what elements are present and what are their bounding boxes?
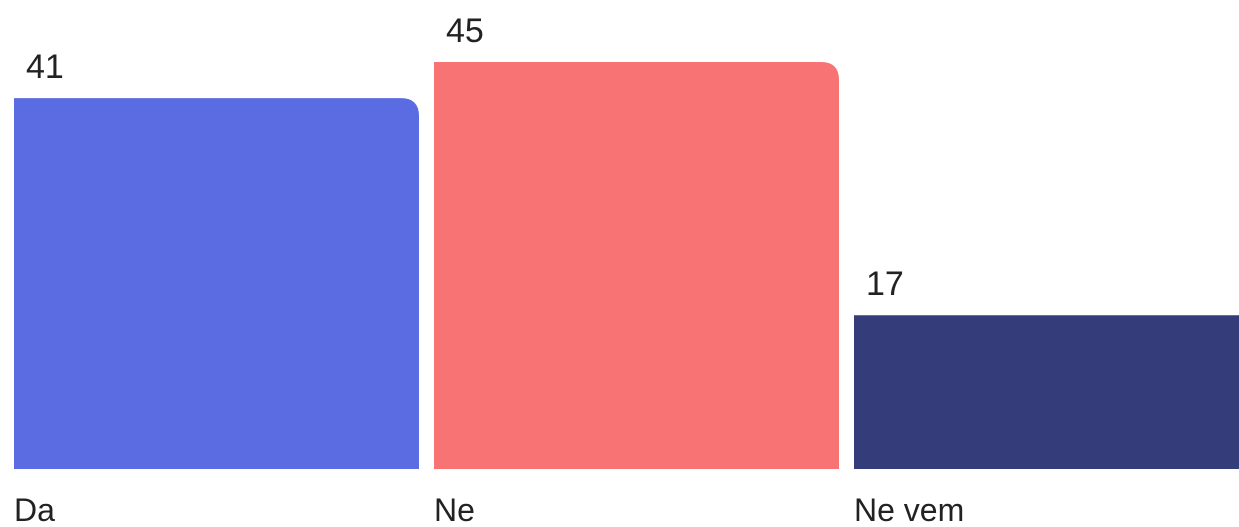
value-label-da: 41 (26, 48, 64, 86)
value-labels-group: 41 45 17 (26, 12, 904, 303)
category-label-ne: Ne (434, 492, 475, 527)
bars-group (14, 62, 1239, 469)
category-label-da: Da (14, 492, 55, 527)
category-label-ne-vem: Ne vem (854, 492, 964, 527)
bar-da (14, 98, 419, 469)
value-label-ne: 45 (446, 12, 484, 50)
bar-ne-vem (854, 315, 1239, 469)
category-labels-group: Da Ne Ne vem (14, 492, 964, 527)
value-label-ne-vem: 17 (866, 265, 904, 303)
bar-ne (434, 62, 839, 469)
